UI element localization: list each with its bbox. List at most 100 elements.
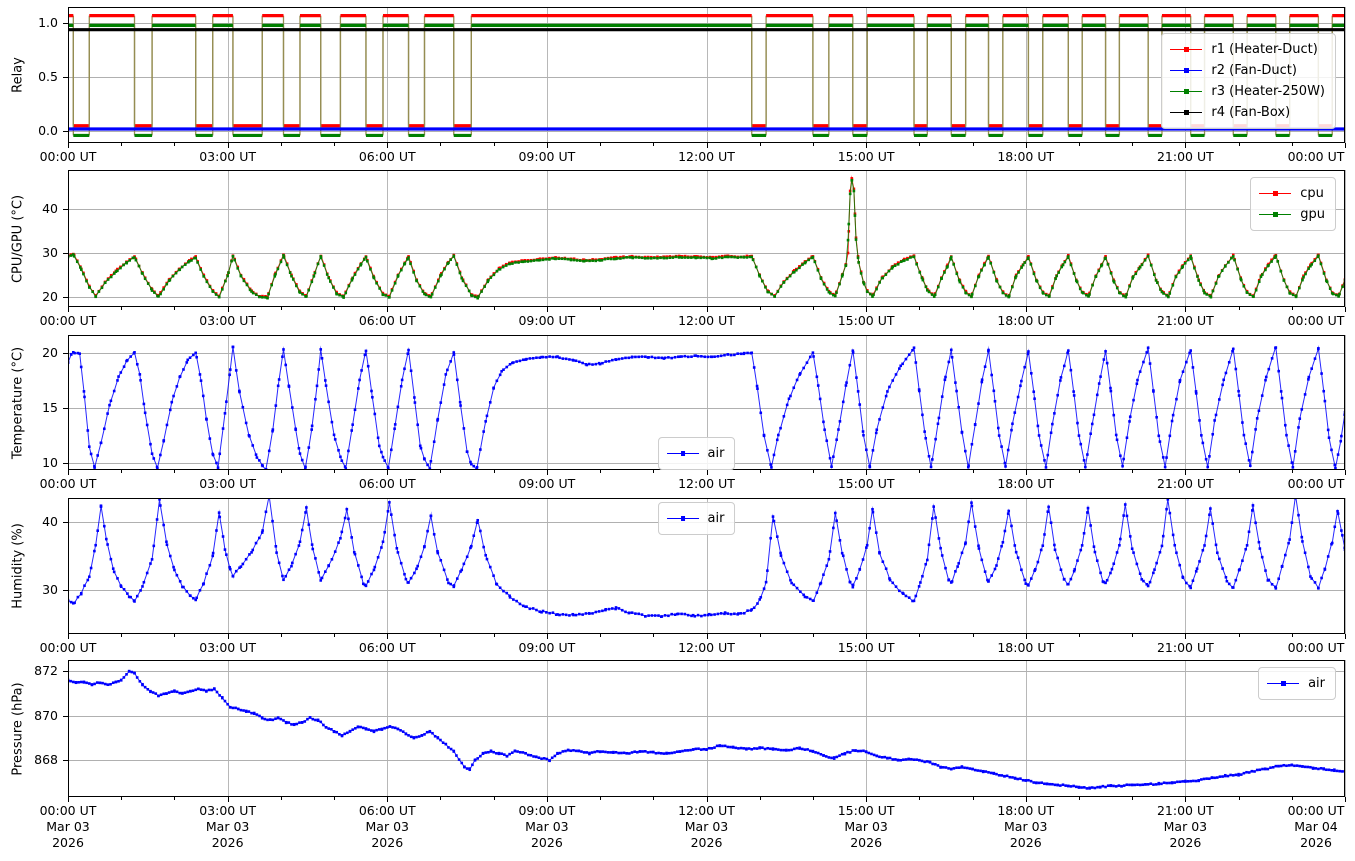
legend-label: air [1308,676,1325,691]
x-tick-time: 18:00 UT [997,640,1055,655]
x-tick-time: 12:00 UT [678,149,735,164]
x-tick-year: 2026 [530,835,563,850]
legend-label: r3 (Heater-250W) [1211,84,1325,99]
x-tick-year: 2026 [1009,835,1042,850]
relay-x-tick-label: 03:00 UT [199,149,256,165]
pressure-y-tick-label: 872 [34,663,58,679]
x-tick-year: 2026 [52,835,84,850]
x-tick-time: 09:00 UT [518,313,576,328]
cpu_gpu-x-tick-label: 18:00 UT [997,313,1054,329]
x-tick-date: Mar 03 [844,819,888,834]
temperature-x-tick-label: 09:00 UT [518,476,575,492]
x-tick-date: Mar 03 [525,819,569,834]
x-tick-year: 2026 [850,835,883,850]
cpu-gpu-plot-canvas [60,168,1349,317]
x-tick-time: 03:00 UT [199,313,257,328]
x-tick-time: 03:00 UT [199,149,257,164]
x-tick-time: 15:00 UT [837,313,895,328]
legend-line-marker-swatch [1170,68,1203,73]
x-tick-time: 00:00 UT [39,640,97,655]
x-tick-time: 06:00 UT [358,803,416,818]
x-tick-time: 09:00 UT [518,803,576,818]
cpu_gpu-x-tick-label: 21:00 UT [1157,313,1214,329]
legend-line-marker-swatch [1259,191,1292,196]
legend-line-marker-swatch [1170,47,1203,52]
relay-x-tick-label: 18:00 UT [997,149,1054,165]
x-tick-time: 18:00 UT [997,149,1055,164]
pressure-x-tick-label: 15:00 UT Mar 03 2026 [838,803,895,851]
x-tick-year: 2026 [211,835,244,850]
legend-item: air [1267,673,1325,694]
x-tick-date: Mar 03 [1163,819,1208,834]
legend-line-marker-swatch [1170,110,1203,115]
temperature-x-tick-label: 00:00 UT [40,476,97,492]
temperature-y-tick-label: 10 [42,454,58,470]
x-tick-time: 15:00 UT [837,803,895,818]
x-tick-time: 09:00 UT [518,149,576,164]
x-tick-time: 18:00 UT [997,803,1055,818]
legend-item: r3 (Heater-250W) [1170,81,1325,102]
legend-label: gpu [1300,207,1325,222]
humidity-x-tick-label: 12:00 UT [678,640,735,656]
relay-x-tick-label: 15:00 UT [838,149,895,165]
temperature-x-tick-label: 15:00 UT [838,476,895,492]
temperature-x-tick-label: 06:00 UT [359,476,416,492]
x-tick-year: 2026 [371,835,404,850]
pressure-x-tick-label: 21:00 UT Mar 03 2026 [1157,803,1214,851]
legend-label: air [707,511,725,526]
pressure-x-tick-label: 06:00 UT Mar 03 2026 [359,803,416,851]
legend-item: r1 (Heater-Duct) [1170,39,1325,60]
legend-line-marker-swatch [1170,89,1203,94]
x-tick-time: 00:00 UT [39,313,97,328]
x-tick-year: 2026 [1169,835,1202,850]
x-tick-time: 21:00 UT [1156,803,1214,818]
humidity-x-tick-label: 18:00 UT [997,640,1054,656]
relay-legend: r1 (Heater-Duct) r2 (Fan-Duct) r3 (Heater-… [1161,33,1336,129]
legend-line-marker-swatch [1259,212,1292,217]
humidity-x-tick-label: 03:00 UT [199,640,256,656]
x-tick-time: 09:00 UT [518,476,576,491]
x-tick-time: 00:00 UT [1287,313,1345,328]
x-tick-time: 21:00 UT [1156,313,1214,328]
legend-label: r2 (Fan-Duct) [1211,63,1297,78]
relay-x-tick-label: 21:00 UT [1157,149,1214,165]
x-tick-time: 12:00 UT [678,803,735,818]
humidity-legend: air [657,502,736,535]
humidity-y-tick-label: 30 [42,581,58,597]
pressure-legend: air [1258,667,1336,700]
legend-line-marker-swatch [666,451,699,456]
pressure-x-tick-label: 09:00 UT Mar 03 2026 [518,803,575,851]
legend-line-marker-swatch [666,516,699,521]
x-tick-date: Mar 03 [684,819,729,834]
x-tick-time: 09:00 UT [518,640,576,655]
humidity-x-tick-label: 15:00 UT [838,640,895,656]
temperature-x-tick-label: 00:00 UT [1288,476,1345,492]
x-tick-time: 00:00 UT [39,476,97,491]
relay-y-tick-label: 0.0 [38,123,58,139]
x-tick-time: 06:00 UT [358,640,416,655]
x-tick-time: 06:00 UT [358,313,416,328]
relay-x-tick-label: 00:00 UT [40,149,97,165]
x-tick-time: 00:00 UT [1287,476,1345,491]
cpu_gpu-x-tick-label: 12:00 UT [678,313,735,329]
x-tick-time: 00:00 UT [39,149,97,164]
humidity-x-tick-label: 06:00 UT [359,640,416,656]
x-tick-date: Mar 03 [1004,819,1048,834]
x-tick-time: 21:00 UT [1156,640,1214,655]
x-tick-time: 03:00 UT [199,803,257,818]
cpu_gpu-x-tick-label: 06:00 UT [359,313,416,329]
pressure-x-tick-label: 00:00 UT Mar 04 2026 [1288,803,1345,851]
x-tick-date: Mar 03 [46,819,90,834]
humidity-x-tick-label: 00:00 UT [1288,640,1345,656]
x-tick-time: 15:00 UT [837,640,895,655]
x-tick-time: 15:00 UT [837,476,895,491]
temperature-legend: air [657,437,736,470]
cpu_gpu-legend: cpu gpu [1250,177,1336,231]
pressure-y-tick-label: 868 [34,752,58,768]
humidity-x-tick-label: 21:00 UT [1157,640,1214,656]
humidity-y-tick-label: 40 [42,513,58,529]
cpu_gpu-x-tick-label: 00:00 UT [1288,313,1345,329]
x-tick-time: 21:00 UT [1156,476,1214,491]
x-tick-time: 12:00 UT [678,476,735,491]
